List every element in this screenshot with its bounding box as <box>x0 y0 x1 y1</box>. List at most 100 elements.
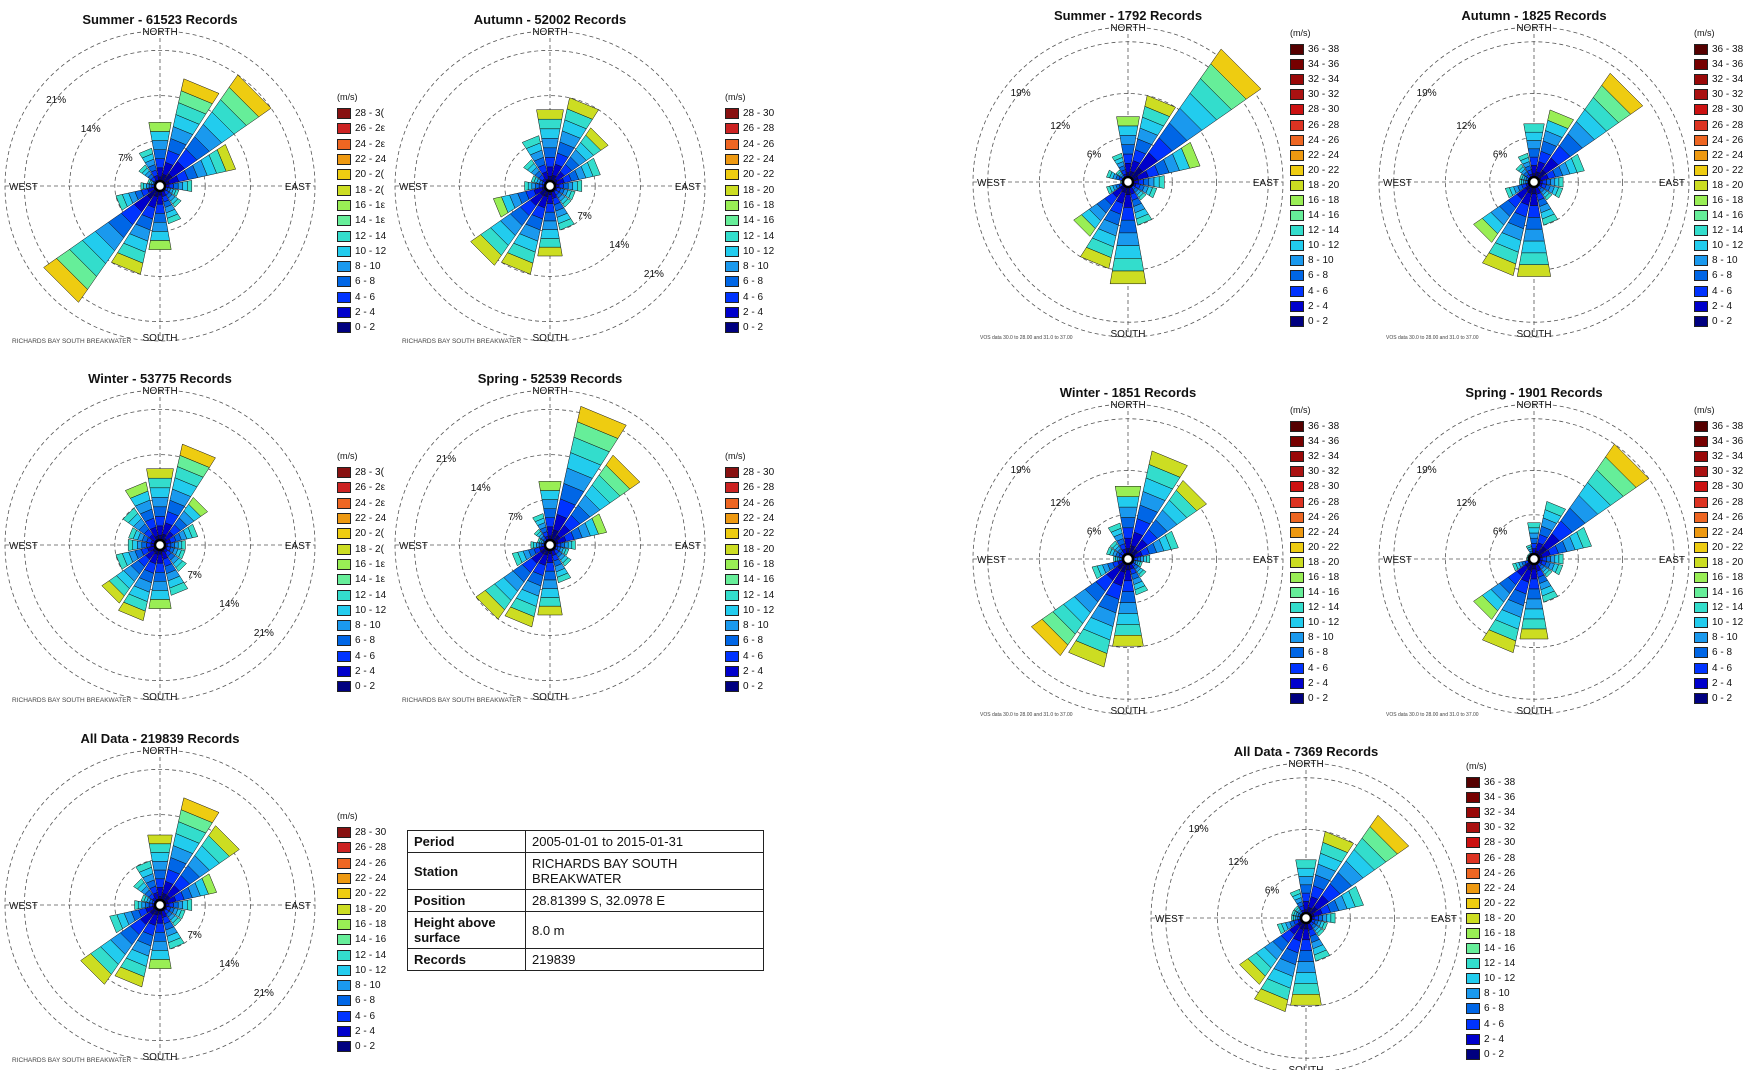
legend-label: 16 - 18 <box>743 558 775 570</box>
legend-item: 2 - 4 <box>1466 1032 1515 1047</box>
rose-petal-e <box>567 181 573 191</box>
legend-label: 16 - 18 <box>1484 927 1516 939</box>
legend-label: 2 - 4 <box>1712 677 1733 689</box>
rose-petal-wnw <box>537 537 542 543</box>
legend-swatch <box>1466 988 1480 1000</box>
compass-label-n: NORTH <box>1288 759 1323 770</box>
legend-swatch <box>1290 59 1304 71</box>
legend-label: 32 - 34 <box>1712 451 1744 463</box>
rose-petal-w <box>1519 179 1522 185</box>
rose-petal-e <box>558 183 564 189</box>
rose-petal-e <box>1546 178 1551 186</box>
legend-item: 20 - 22 <box>1694 540 1743 555</box>
legend-label: 8 - 10 <box>1308 255 1334 267</box>
legend-item: 16 - 18 <box>725 198 774 213</box>
rose-ring-label: 19% <box>1417 88 1437 99</box>
rose-ring-label: 14% <box>471 483 491 494</box>
legend-swatch <box>1466 852 1480 864</box>
legend-item: 18 - 20 <box>1694 178 1743 193</box>
rose-petal-s <box>1528 578 1540 590</box>
rose-petal-ese <box>568 190 576 201</box>
rose-petal-ese <box>1138 561 1143 568</box>
table-value: 219839 <box>525 948 764 971</box>
legend-item: 12 - 14 <box>1290 600 1339 615</box>
legend-swatch <box>1290 104 1304 116</box>
legend-swatch <box>725 184 739 196</box>
compass-label-s: SOUTH <box>143 333 178 344</box>
rose-petal-ese <box>178 909 186 920</box>
legend-swatch <box>1694 541 1708 553</box>
legend-item: 12 - 14 <box>725 228 774 243</box>
legend-item: 22 - 24 <box>1290 148 1339 163</box>
rose-petal-s <box>1114 624 1142 636</box>
legend-swatch <box>1694 255 1708 267</box>
legend-item: 20 - 22 <box>1466 896 1515 911</box>
rose-petal-nw <box>122 507 139 524</box>
rose-ring-label: 12% <box>1456 121 1476 132</box>
legend-item: 14 - 1ε <box>337 213 386 228</box>
legend-item: 4 - 6 <box>1694 284 1743 299</box>
rose-plot: 7% 14% 21% NORTH SOUTH WEST EAST RICHARDS BAY S… <box>4 27 316 345</box>
legend-swatch <box>337 215 351 227</box>
rose-petal-nne <box>1144 95 1176 117</box>
legend-swatch <box>1466 1003 1480 1015</box>
legend-winter-station: (m/s) 28 - 3(26 - 2ε 24 - 2ε 22 - 24 20 - 2(… <box>337 451 386 694</box>
legend-label: 0 - 2 <box>743 322 764 334</box>
rose-petal-e <box>1158 175 1165 189</box>
rose-petal-wsw <box>1106 185 1113 195</box>
legend-swatch <box>337 635 351 647</box>
legend-item: 34 - 36 <box>1694 434 1743 449</box>
legend-swatch <box>1290 285 1304 297</box>
rose-ring-label: 19% <box>1011 88 1031 99</box>
legend-label: 12 - 14 <box>1712 225 1744 237</box>
rose-petal-s <box>545 203 555 213</box>
rose-petal-e <box>182 899 188 911</box>
legend-label: 14 - 16 <box>743 215 775 227</box>
legend-label: 36 - 38 <box>1484 777 1516 789</box>
rose-petal-n <box>147 477 173 489</box>
rose-petal-n <box>149 487 171 498</box>
legend-item: 12 - 14 <box>337 947 386 962</box>
legend-swatch <box>1694 44 1708 56</box>
legend-item: 32 - 34 <box>1466 805 1515 820</box>
rose-petal-sw <box>475 590 505 620</box>
legend-label: 4 - 6 <box>355 291 376 303</box>
legend-swatch <box>1694 421 1708 433</box>
compass-label-w: WEST <box>9 901 38 912</box>
legend-swatch <box>337 528 351 540</box>
legend-swatch <box>725 543 739 555</box>
legend-label: 12 - 14 <box>743 589 775 601</box>
rose-petal-n <box>1529 537 1539 544</box>
legend-label: 8 - 10 <box>355 980 381 992</box>
rose-petal-w <box>141 541 147 549</box>
legend-swatch <box>725 635 739 647</box>
legend-item: 0 - 2 <box>337 679 386 694</box>
legend-item: 6 - 8 <box>725 633 774 648</box>
table-key: Period <box>407 830 526 853</box>
legend-item: 10 - 12 <box>725 603 774 618</box>
rose-petal-n <box>543 508 557 518</box>
rose-petal-se <box>1138 569 1147 578</box>
legend-item: 6 - 8 <box>1290 645 1339 660</box>
table-value: RICHARDS BAY SOUTH BREAKWATER <box>525 852 764 890</box>
rose-petal-e <box>1133 557 1138 561</box>
rose-title: Summer - 1792 Records <box>1053 8 1203 23</box>
legend-label: 2 - 4 <box>743 307 764 318</box>
legend-label: 26 - 28 <box>1712 119 1744 131</box>
legend-title: (m/s) <box>337 811 358 821</box>
legend-item: 8 - 10 <box>1466 986 1515 1001</box>
legend-label: 22 - 24 <box>355 154 387 166</box>
legend-label: 20 - 22 <box>1484 897 1516 909</box>
rose-petal-ese <box>178 549 186 560</box>
rose-petal-e <box>1550 177 1556 187</box>
legend-label: 6 - 8 <box>1308 270 1329 282</box>
legend-swatch <box>1694 89 1708 101</box>
legend-item: 14 - 16 <box>1290 585 1339 600</box>
rose-petal-n <box>154 516 166 527</box>
rose-petal-nw <box>1293 905 1300 912</box>
legend-item: 6 - 8 <box>1694 268 1743 283</box>
legend-item: 24 - 2ε <box>337 496 386 511</box>
legend-swatch <box>337 964 351 976</box>
legend-label: 4 - 6 <box>1308 285 1329 297</box>
legend-swatch <box>1694 194 1708 206</box>
